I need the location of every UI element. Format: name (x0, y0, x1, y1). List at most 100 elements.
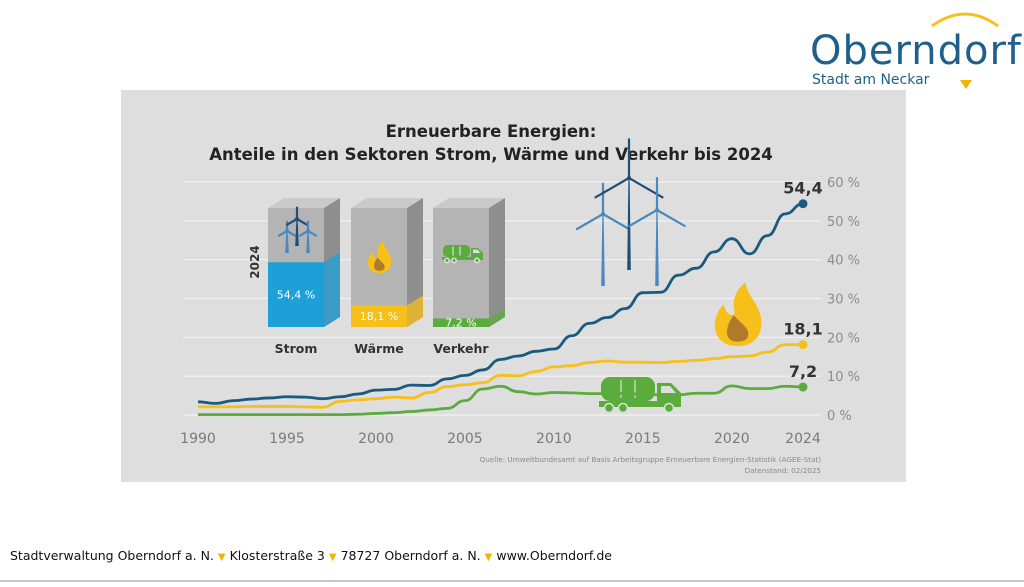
flame-inner (727, 315, 749, 342)
flame-icon (714, 282, 762, 346)
sector-box-strom: 54,4 % Strom (268, 198, 340, 356)
series-end-point-waerme (798, 340, 808, 350)
box-sector-label: Verkehr (433, 341, 489, 356)
turbine-tower (627, 178, 631, 270)
series-line-verkehr (198, 384, 804, 417)
box-side (489, 198, 505, 327)
box-side (407, 198, 423, 327)
turbine-blade (601, 212, 631, 231)
turbine-blade (575, 212, 605, 231)
truck-tank (443, 245, 470, 257)
truck-chassis (599, 401, 681, 407)
wind-turbine-icon (628, 176, 686, 286)
box-fill (268, 262, 324, 327)
box-top (268, 198, 340, 208)
triangle-separator-icon: ▼ (484, 552, 493, 563)
box-sector-label: Strom (275, 341, 318, 356)
chart-title-line2: Anteile in den Sektoren Strom, Wärme und… (209, 145, 773, 164)
turbine-blade (628, 208, 659, 228)
y-tick-label: 20 % (827, 331, 860, 346)
truck-chassis (442, 257, 483, 260)
series-end-point-strom (798, 199, 808, 209)
box-fill (433, 318, 489, 327)
chart-title-line1: Erneuerbare Energien: (385, 122, 597, 141)
box-year-label: 2024 (248, 245, 262, 278)
y-tick-label: 50 % (827, 215, 860, 230)
turbine-hub (306, 229, 310, 233)
series-line-waerme (198, 343, 803, 409)
wind-turbine-icon (298, 220, 318, 253)
box-icons (277, 206, 483, 273)
wind-turbine-icon (594, 138, 664, 270)
triangle-separator-icon: ▼ (217, 552, 226, 563)
triangle-separator-icon: ▼ (328, 552, 337, 563)
footer: Stadtverwaltung Oberndorf a. N. ▼ Klosters… (10, 548, 612, 563)
truck-icon (442, 245, 483, 264)
series-end-label-strom: 54,4 (783, 179, 822, 198)
logo-name: Oberndorf (810, 28, 1022, 74)
truck-wheel (663, 402, 675, 414)
turbine-hub (601, 212, 605, 216)
y-tick-label: 40 % (827, 254, 860, 269)
wind-turbine-icon (575, 182, 631, 286)
y-tick-label: 60 % (827, 176, 860, 191)
turbine-tower (601, 214, 605, 286)
x-tick-label: 2024 (785, 431, 821, 447)
turbine-blade (655, 208, 686, 228)
footer-organisation: Stadtverwaltung Oberndorf a. N. (10, 548, 214, 563)
y-tick-label: 10 % (827, 370, 860, 385)
box-side-fill (324, 252, 340, 327)
box-top (433, 198, 505, 208)
y-tick-label: 30 % (827, 293, 860, 308)
truck-window (473, 249, 481, 253)
sun-arc-icon (931, 12, 999, 28)
turbine-tower (295, 219, 299, 246)
truck-wheel (444, 257, 450, 264)
x-tick-label: 2005 (447, 431, 483, 447)
footer-street: Klosterstraße 3 (229, 548, 325, 563)
box-sector-label: Wärme (354, 341, 403, 356)
flame-icon (367, 241, 392, 273)
turbine-tower (306, 231, 310, 253)
box-top (351, 198, 423, 208)
logo-subtitle: Stadt am Neckar (812, 72, 930, 88)
series-end-label-waerme: 18,1 (783, 320, 822, 339)
chart-title: Erneuerbare Energien: Anteile in den Sek… (121, 120, 861, 166)
box-value-label: 18,1 % (360, 310, 398, 323)
flame-outer (714, 282, 762, 346)
series-end-label-verkehr: 7,2 (789, 362, 817, 381)
truck-wheel (474, 257, 480, 264)
box-side-fill (489, 308, 505, 327)
truck-wheel (617, 402, 629, 414)
box-value-label: 54,4 % (277, 289, 315, 302)
turbine-hub (295, 217, 299, 221)
truck-tank (601, 377, 655, 401)
x-tick-label: 2010 (536, 431, 572, 447)
box-front (433, 208, 489, 327)
sector-box-verkehr: 7,2 % Verkehr (433, 198, 505, 356)
triangle-icon (960, 80, 972, 89)
flame-inner (374, 257, 385, 271)
x-tick-label: 2015 (625, 431, 661, 447)
truck-wheel (451, 257, 457, 264)
turbine-hub (627, 176, 631, 180)
box-side-fill (407, 295, 423, 327)
box-fill (351, 305, 407, 327)
turbine-hub (285, 229, 289, 233)
bottom-divider (0, 580, 1024, 582)
truck-wheel (603, 402, 615, 414)
y-tick-label: 0 % (827, 409, 852, 424)
turbine-hub (655, 208, 659, 212)
chart-panel: Erneuerbare Energien: Anteile in den Sek… (121, 90, 906, 482)
footer-website-link[interactable]: www.Oberndorf.de (496, 548, 612, 563)
background-icons (575, 138, 762, 414)
source-note: Quelle: Umweltbundesamt auf Basis Arbeit… (480, 455, 822, 464)
box-value-label: 7,2 % (445, 317, 476, 330)
data-status-note: Datenstand: 02/2025 (745, 466, 821, 475)
series-end-point-verkehr (798, 382, 808, 392)
turbine-tower (655, 210, 659, 286)
line-chart: 0 % 10 % 20 % 30 % 40 % 50 % 60 % 1990 1995 2000 2… (180, 138, 860, 475)
x-tick-label: 1990 (180, 431, 216, 447)
x-tick-label: 2020 (714, 431, 750, 447)
footer-city: 78727 Oberndorf a. N. (340, 548, 481, 563)
